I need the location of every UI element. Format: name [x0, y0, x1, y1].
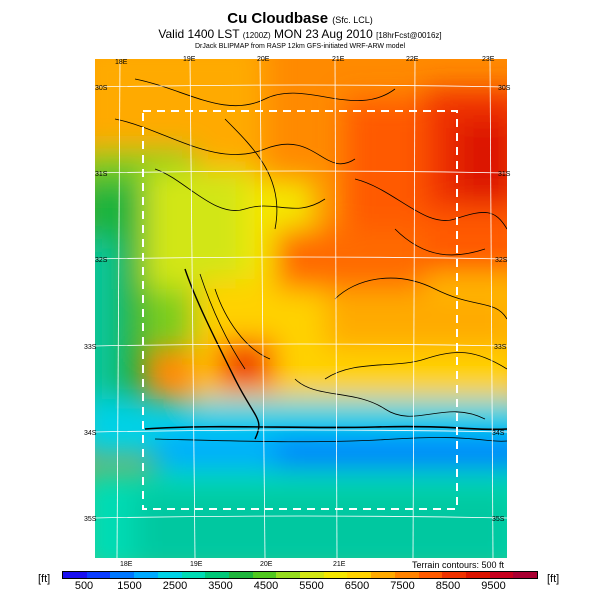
colorbar-tick-label: 6500 [344, 580, 370, 592]
colorbar-tick-label: 500 [74, 580, 94, 592]
colorbar-swatch [394, 572, 419, 578]
valid-lst: Valid 1400 LST [158, 27, 240, 41]
colorbar-swatch [418, 572, 443, 578]
colorbar-swatch [228, 572, 253, 578]
colorbar [62, 571, 538, 579]
lon-label: 21E [333, 561, 346, 568]
colorbar-swatch [134, 572, 158, 578]
lat-lon-grid [95, 59, 507, 558]
colorbar-swatch [276, 572, 301, 578]
cloudbase-map [95, 59, 507, 558]
colorbar-tick-label: 1500 [117, 580, 142, 592]
title-main: Cu Cloudbase [227, 10, 329, 27]
colorbar-swatch [63, 572, 87, 578]
lon-label: 23E [482, 56, 495, 63]
valid-utc: (1200Z) [242, 31, 271, 40]
lon-label: 20E [257, 56, 270, 63]
lon-label: 19E [183, 56, 196, 63]
inner-domain-boundary [142, 110, 458, 510]
lon-label: 21E [332, 56, 345, 63]
lat-label: 31S [498, 171, 511, 178]
valid-time: Valid 1400 LST (1200Z) MON 23 Aug 2010 [… [0, 27, 600, 41]
lat-label: 32S [495, 257, 508, 264]
lat-label: 30S [95, 85, 108, 92]
lon-label: 18E [120, 561, 133, 568]
terrain-contours [114, 78, 507, 443]
colorbar-swatch [205, 572, 229, 578]
lat-label: 34S [84, 430, 97, 437]
colorbar-swatch [442, 572, 466, 578]
lon-label: 20E [260, 561, 273, 568]
colorbar-swatch [323, 572, 348, 578]
colorbar-swatch [489, 572, 514, 578]
colorbar-swatch [110, 572, 135, 578]
chart-title: Cu Cloudbase (Sfc. LCL) [0, 10, 600, 27]
lat-label: 31S [95, 171, 108, 178]
colorbar-swatch [347, 572, 372, 578]
colorbar-swatch [465, 572, 490, 578]
terrain-contour-note: Terrain contours: 500 ft [411, 560, 504, 570]
colorbar-tick-label: 2500 [162, 580, 188, 592]
colorbar-swatch [513, 572, 538, 578]
lat-label: 35S [84, 516, 97, 523]
valid-date: MON 23 Aug 2010 [274, 27, 373, 41]
colorbar-unit-left: [ft] [38, 573, 51, 585]
colorbar-tick-label: 4500 [253, 580, 279, 592]
colorbar-swatch [300, 572, 324, 578]
lat-label: 35S [492, 516, 505, 523]
colorbar-swatch [86, 572, 111, 578]
lat-label: 33S [494, 344, 507, 351]
colorbar-swatch [181, 572, 206, 578]
model-credit: DrJack BLIPMAP from RASP 12km GFS-initia… [194, 43, 406, 50]
lat-label: 30S [498, 85, 511, 92]
lon-label: 19E [190, 561, 203, 568]
title-sub: (Sfc. LCL) [332, 15, 373, 25]
colorbar-swatch [157, 572, 182, 578]
colorbar-tick-label: 9500 [481, 580, 506, 592]
lat-label: 32S [95, 257, 108, 264]
colorbar-tick-label: 8500 [435, 580, 461, 592]
lon-label: 22E [406, 56, 419, 63]
colorbar-unit-right: [ft] [547, 573, 560, 585]
colorbar-tick-label: 7500 [390, 580, 415, 592]
colorbar-swatch [252, 572, 277, 578]
colorbar-tick-label: 3500 [208, 580, 233, 592]
lat-label: 33S [84, 344, 97, 351]
forecast-run: [18hrFcst@0016z] [376, 31, 442, 40]
lon-label: 18E [115, 59, 128, 66]
color-field [95, 59, 507, 558]
colorbar-swatch [371, 572, 395, 578]
colorbar-tick-label: 5500 [299, 580, 324, 592]
lat-label: 34S [492, 430, 505, 437]
